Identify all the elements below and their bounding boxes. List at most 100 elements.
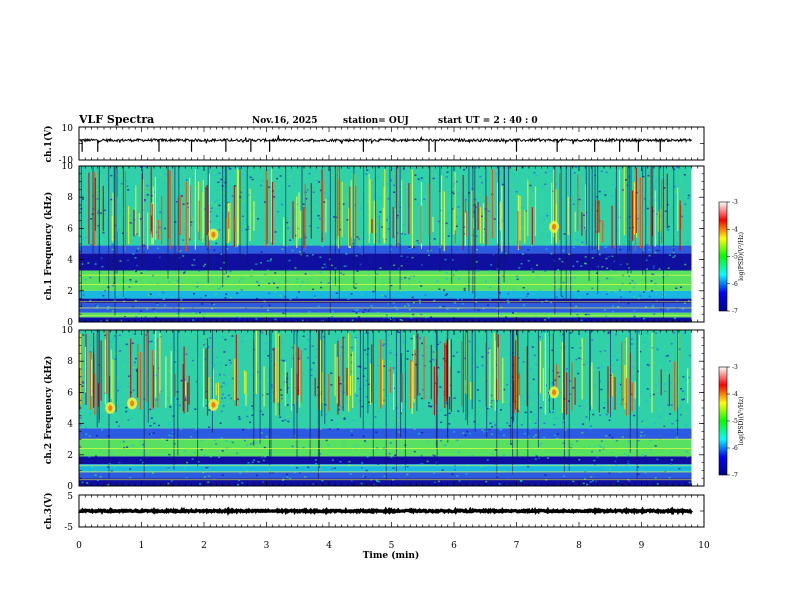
spectrogram-cell — [156, 304, 159, 306]
spectrogram-cell — [228, 359, 231, 362]
spectrogram-cell — [288, 384, 291, 387]
spectrogram-cell — [580, 319, 583, 322]
spectrogram-cell — [331, 310, 334, 313]
sferic-streak — [674, 361, 676, 412]
spectrogram-cell — [234, 185, 237, 187]
spectrogram-cell — [272, 471, 275, 474]
spectrogram-cell — [136, 215, 139, 218]
spectrogram-cell — [525, 289, 528, 291]
spectrogram-cell — [254, 394, 257, 396]
spectrogram-band — [79, 290, 692, 299]
spectrogram-cell — [471, 449, 474, 451]
spectrogram-cell — [388, 474, 391, 476]
spectrogram-cell — [408, 246, 411, 248]
spectrogram-band — [79, 471, 692, 479]
spectrogram-cell — [508, 425, 511, 427]
spectrogram-cell — [529, 184, 532, 187]
spectrogram-cell — [384, 295, 387, 297]
spectrogram-cell — [337, 168, 340, 171]
sferic-streak — [420, 205, 422, 244]
spectrogram-cell — [282, 360, 285, 362]
spectrogram-cell — [663, 425, 666, 428]
spectrogram-cell — [118, 334, 121, 337]
spectrogram-cell — [494, 424, 496, 426]
spectrogram-cell — [226, 452, 229, 454]
spectrogram-cell — [652, 267, 655, 269]
spectrogram-cell — [419, 463, 422, 466]
spectrogram-cell — [680, 469, 682, 472]
spectrogram-cell — [595, 341, 598, 343]
spectrogram-cell — [652, 303, 655, 306]
spectrogram-cell — [432, 177, 435, 180]
sferic-streak — [624, 364, 626, 410]
spectrogram-cell — [156, 399, 159, 401]
spectrogram-cell — [433, 473, 436, 475]
spectrogram-cell — [428, 402, 430, 404]
spectrogram-cell — [490, 264, 493, 266]
spectrogram-cell — [86, 482, 89, 484]
sferic-streak — [371, 344, 373, 403]
sferic-streak — [464, 212, 466, 246]
spectrogram-cell — [355, 448, 358, 450]
spectrogram-cell — [101, 265, 104, 268]
spectrogram-cell — [656, 337, 659, 339]
spectrogram-cell — [419, 393, 421, 395]
spectrogram-cell — [195, 312, 198, 315]
sferic-streak — [159, 333, 161, 393]
spectrogram-cell — [168, 370, 171, 372]
spectrogram-cell — [491, 452, 494, 455]
spectrogram-cell — [114, 170, 117, 172]
spectrogram-cell — [539, 336, 542, 338]
spectrogram-cell — [279, 357, 282, 359]
spectrogram-cell — [631, 280, 634, 282]
spectrogram-cell — [210, 207, 213, 209]
spectrogram-cell — [119, 350, 122, 353]
spectrogram-cell — [263, 446, 266, 449]
spectrogram-cell — [539, 449, 542, 452]
y-tick-label: -10 — [59, 156, 74, 166]
spectrogram-cell — [452, 238, 455, 241]
spectrogram-cell — [227, 357, 230, 360]
spectrogram-band — [79, 428, 692, 440]
spectrogram-cell — [264, 350, 267, 353]
spectrogram-cell — [618, 456, 621, 458]
spectrogram-cell — [623, 392, 626, 395]
spectrogram-cell — [126, 185, 129, 188]
spectrogram-cell — [97, 438, 100, 441]
spectrogram-cell — [543, 422, 546, 425]
spectrogram-cell — [671, 422, 674, 425]
spectrogram-cell — [550, 292, 553, 294]
spectrogram-cell — [205, 419, 208, 422]
spectrogram-cell — [168, 453, 171, 456]
spectrogram-cell — [281, 203, 284, 206]
spectrogram-cell — [220, 410, 223, 413]
spectrogram-cell — [608, 434, 611, 436]
spectrogram-cell — [335, 292, 338, 294]
spectrogram-cell — [193, 216, 196, 219]
sferic-streak — [286, 372, 288, 394]
spectrogram-cell — [209, 210, 212, 213]
spectrogram-cell — [629, 290, 631, 293]
dark-streak — [516, 330, 518, 458]
spectrogram-cell — [202, 336, 205, 338]
spectrogram-cell — [574, 276, 577, 279]
spectrogram-cell — [681, 330, 684, 332]
sferic-streak — [299, 359, 301, 408]
sferic-streak — [348, 208, 350, 248]
spectrogram-cell — [288, 269, 291, 271]
spectrogram-cell — [102, 294, 105, 297]
spectrogram-cell — [520, 395, 523, 397]
spectrogram-cell — [689, 403, 691, 406]
spectrogram-cell — [193, 293, 195, 295]
sferic-streak — [679, 200, 681, 251]
spectrogram-cell — [190, 387, 193, 390]
spectrogram-cell — [396, 308, 399, 311]
emission-blob-core — [552, 389, 556, 396]
spectrogram-cell — [590, 476, 593, 478]
spectrogram-cell — [89, 299, 92, 302]
spectrogram-cell — [132, 235, 134, 238]
spectrogram-cell — [100, 272, 103, 274]
spectrogram-cell — [492, 253, 495, 256]
spectrogram-cell — [258, 284, 260, 287]
spectrogram-cell — [173, 443, 176, 445]
